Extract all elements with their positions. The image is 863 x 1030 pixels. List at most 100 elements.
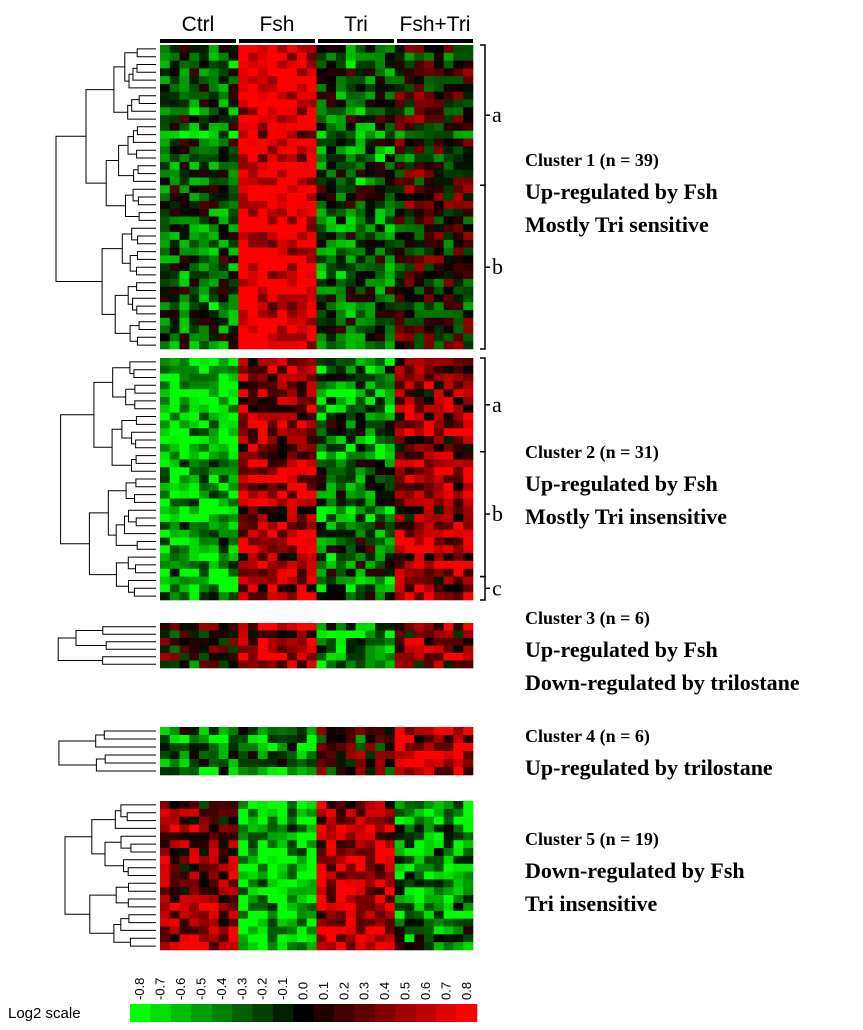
heatmap-cell [267,560,278,570]
heatmap-cell [345,154,356,163]
heatmap-cell [208,475,219,484]
heatmap-cell [463,863,474,872]
heatmap-cell [345,239,356,248]
heatmap-cell [336,653,347,661]
heatmap-cell [238,816,249,825]
heatmap-cell [433,759,444,768]
heatmap-cell [365,942,376,951]
heatmap-cell [345,751,356,760]
heatmap-cell [414,404,425,413]
heatmap-cell [169,808,180,817]
dendrograms [55,48,156,947]
heatmap-cell [218,138,229,147]
heatmap-cell [208,397,219,406]
heatmap-cell [179,506,190,515]
heatmap-cell [355,863,366,872]
heatmap-cell [199,45,210,54]
dendrogram-branch [136,282,156,291]
heatmap-cell [257,490,268,499]
heatmap-cell [326,365,337,374]
heatmap-cell [248,381,259,390]
heatmap-cell [355,727,366,736]
heatmap-cell [208,623,219,631]
heatmap-cell [424,592,435,601]
heatmap-cell [218,832,229,841]
heatmap-cell [267,576,278,585]
heatmap-cell [208,365,219,374]
heatmap-cell [453,138,464,147]
heatmap-cell [375,537,386,546]
heatmap-cell [404,200,415,209]
heatmap-cell [267,169,278,178]
heatmap-cell [296,122,308,132]
heatmap-cell [384,568,396,577]
heatmap-cell [248,855,259,865]
heatmap-cell [199,420,210,429]
heatmap-cell [277,138,288,147]
heatmap-cell [199,146,210,155]
heatmap-cell [355,428,366,437]
heatmap-cell [326,200,337,209]
heatmap-cell [453,420,464,429]
heatmap-cell [277,286,288,295]
heatmap-cell [277,498,288,507]
heatmap-cell [160,537,171,546]
heatmap-cell [345,832,356,841]
heatmap-cell [257,122,268,132]
heatmap-cell [267,514,278,523]
heatmap-cell [189,902,200,912]
heatmap-cell [306,910,317,919]
heatmap-cell [306,832,317,841]
dendrogram-branch [128,914,156,924]
heatmap-cell [160,247,171,256]
heatmap-cell [355,169,366,178]
heatmap-cell [296,514,308,523]
heatmap-cell [277,239,288,248]
heatmap-cell [384,871,396,880]
heatmap-cell [345,130,356,139]
heatmap-cell [355,161,366,171]
heatmap-cell [433,302,444,311]
heatmap-cell [365,381,376,390]
heatmap-cell [267,200,278,209]
heatmap-cell [228,459,239,468]
heatmap-cell [453,592,464,601]
heatmap-cell [277,592,288,601]
heatmap-cell [433,420,444,429]
heatmap-cell [257,645,268,654]
dendrogram-branch [135,455,156,464]
heatmap-cell [228,358,239,367]
heatmap-cell [218,358,229,367]
heatmap-cell [287,934,298,943]
heatmap-cell [316,146,327,155]
dendrogram-branch [136,251,156,260]
dendrogram-branch [138,212,156,221]
heatmap-cell [443,99,454,108]
heatmap-cell [169,560,180,570]
heatmap-cell [463,358,474,367]
heatmap-cell [345,926,356,935]
heatmap-cell [169,926,180,935]
scale-tick-label: 0.3 [357,982,372,1000]
heatmap-cell [218,902,229,912]
heatmap-cell [296,459,308,468]
heatmap-cell [218,751,229,760]
heatmap-cell [345,560,356,570]
heatmap-cell [443,294,454,303]
heatmap-cell [326,475,337,484]
heatmap-cell [384,934,396,943]
heatmap-cell [384,271,396,280]
heatmap-cell [453,767,464,776]
heatmap-cell [365,130,376,139]
heatmap-cell [238,840,249,849]
heatmap-cell [414,333,425,342]
heatmap-cell [160,832,171,841]
heatmap-cell [306,389,317,398]
cluster-2-heatmap [160,358,474,601]
heatmap-cell [296,767,308,776]
heatmap-cell [169,490,180,499]
heatmap-cell [384,482,396,492]
heatmap-cell [218,767,229,776]
heatmap-cell [414,271,425,280]
heatmap-cell [433,76,444,85]
